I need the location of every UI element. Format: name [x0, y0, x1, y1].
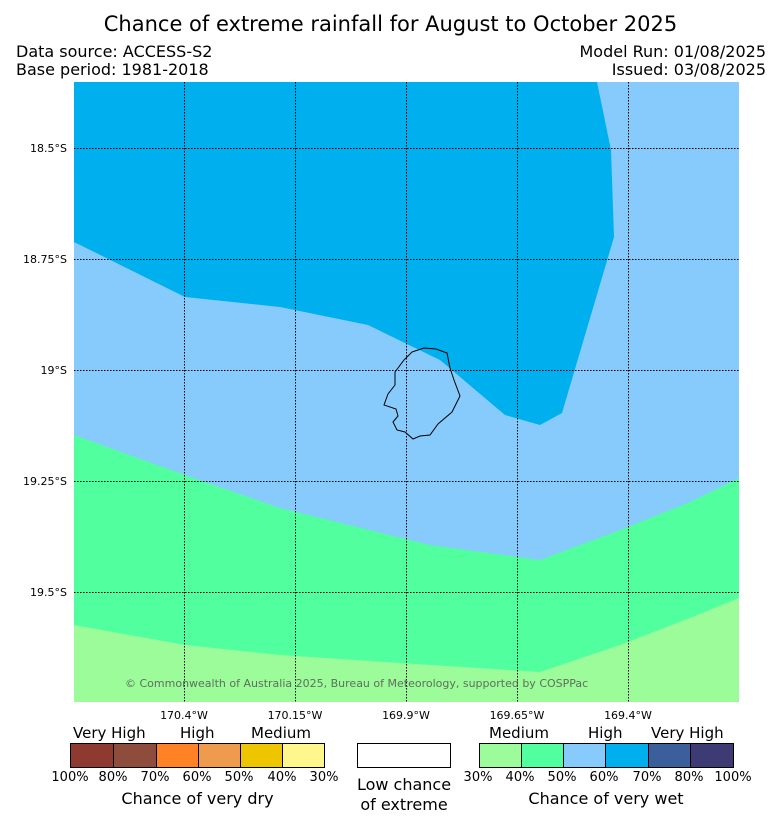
lon-label-169-4: 169.4°W [604, 709, 652, 722]
wet-tick: 70% [632, 770, 662, 785]
dry-swatch-30-40 [282, 743, 325, 768]
dry-swatch-40-50 [240, 743, 283, 768]
model-run-label: Model Run: 01/08/2025 [579, 42, 767, 61]
copyright-notice: © Commonwealth of Australia 2025, Bureau… [125, 677, 588, 690]
dry-tick: 30% [309, 770, 339, 785]
wet-tick: 50% [547, 770, 577, 785]
neutral-caption: Low chance of extreme [334, 775, 474, 815]
wet-swatch-60-70 [605, 743, 649, 768]
island-outline [383, 347, 461, 440]
issued-label: Issued: 03/08/2025 [611, 60, 766, 79]
wet-category-medium: Medium [489, 724, 549, 742]
wet-swatch-30-40 [479, 743, 522, 768]
data-source-info: Data source: ACCESS-S2 Base period: 1981… [16, 43, 212, 79]
neutral-caption-line1: Low chance [356, 775, 452, 794]
dry-colorbar [70, 743, 325, 768]
gridlines [74, 82, 739, 702]
dry-tick: 80% [98, 770, 128, 785]
neutral-swatch [357, 743, 451, 768]
lat-label-19: 19°S [40, 364, 67, 377]
dry-tick: 60% [182, 770, 212, 785]
wet-swatch-50-60 [563, 743, 606, 768]
dry-swatch-70-80 [113, 743, 157, 768]
dry-tick: 50% [224, 770, 254, 785]
wet-category-very-high: Very High [651, 724, 724, 742]
wet-caption: Chance of very wet [528, 789, 684, 808]
lon-label-170-4: 170.4°W [160, 709, 208, 722]
wet-swatch-70-80 [648, 743, 691, 768]
wet-tick: 60% [589, 770, 619, 785]
run-info: Model Run: 01/08/2025 Issued: 03/08/2025 [580, 43, 767, 79]
zone-very-high-wet [74, 82, 614, 425]
wet-tick: 40% [505, 770, 535, 785]
dry-tick: 100% [51, 770, 89, 785]
wet-swatch-40-50 [521, 743, 564, 768]
lat-label-18-75: 18.75°S [23, 253, 67, 266]
dry-caption: Chance of very dry [121, 789, 274, 808]
lat-label-19-25: 19.25°S [23, 475, 67, 488]
dry-category-very-high: Very High [73, 724, 146, 742]
dry-category-high: High [180, 724, 215, 742]
dry-tick: 40% [267, 770, 297, 785]
neutral-caption-line2: of extreme [360, 795, 448, 814]
data-source-label: Data source: ACCESS-S2 [16, 42, 213, 61]
wet-colorbar [479, 743, 734, 768]
wet-tick: 100% [714, 770, 752, 785]
wet-category-high: High [588, 724, 623, 742]
map-title: Chance of extreme rainfall for August to… [103, 12, 678, 36]
dry-category-medium: Medium [251, 724, 311, 742]
lat-label-19-5: 19.5°S [30, 586, 67, 599]
lon-label-170-15: 170.15°W [267, 709, 323, 722]
dry-swatch-80-100 [70, 743, 114, 768]
lon-label-169-9: 169.9°W [382, 709, 430, 722]
dry-swatch-50-60 [198, 743, 241, 768]
wet-tick: 80% [674, 770, 704, 785]
lon-label-169-65: 169.65°W [489, 709, 545, 722]
lat-label-18-5: 18.5°S [30, 142, 67, 155]
wet-tick: 30% [463, 770, 493, 785]
dry-swatch-60-70 [156, 743, 199, 768]
dry-tick: 70% [140, 770, 170, 785]
wet-swatch-80-100 [690, 743, 734, 768]
base-period-label: Base period: 1981-2018 [16, 60, 209, 79]
